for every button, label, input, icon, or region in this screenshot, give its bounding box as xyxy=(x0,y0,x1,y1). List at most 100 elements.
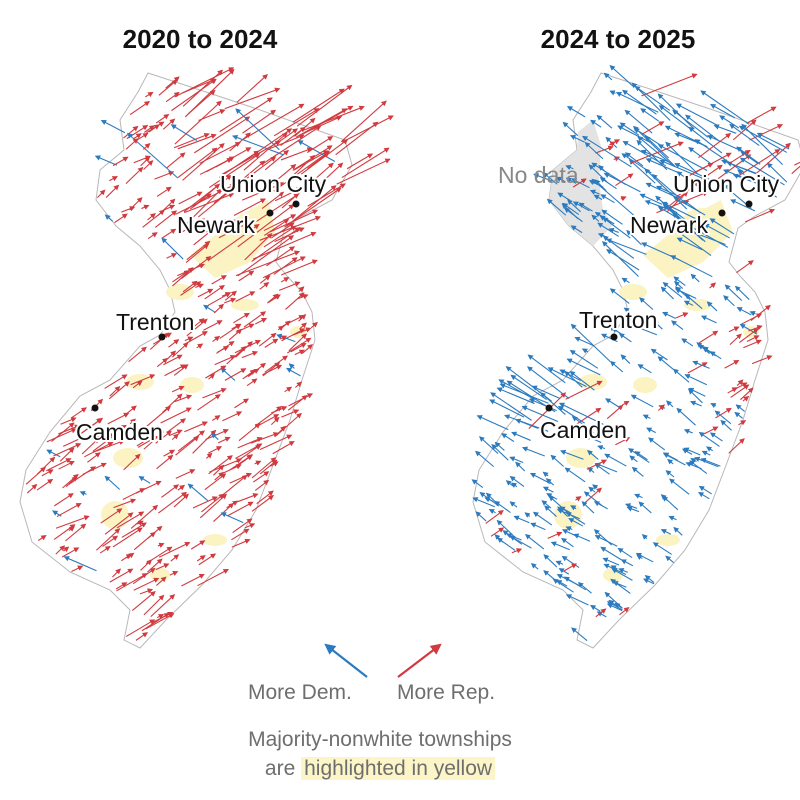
dem-shift-arrow xyxy=(706,301,718,312)
rep-shift-arrow xyxy=(740,387,754,401)
rep-shift-arrow xyxy=(156,186,172,197)
rep-shift-arrow xyxy=(163,354,183,366)
dem-shift-arrow xyxy=(662,453,686,466)
dem-shift-arrow xyxy=(703,223,730,239)
dem-shift-arrow xyxy=(560,449,584,460)
dem-shift-arrow xyxy=(581,135,632,168)
rep-shift-arrow xyxy=(195,283,204,289)
rep-shift-arrow xyxy=(748,325,763,332)
rep-shift-arrow xyxy=(55,515,90,529)
dem-shift-arrow xyxy=(556,574,581,587)
rep-shift-arrow xyxy=(207,292,231,306)
rep-shift-arrow xyxy=(284,386,293,393)
dem-shift-arrow xyxy=(472,497,495,508)
rep-shift-arrow xyxy=(615,437,631,446)
rep-shift-arrow xyxy=(155,576,167,586)
dem-shift-arrow xyxy=(652,542,672,555)
rep-shift-arrow xyxy=(165,76,180,89)
dem-shift-arrow xyxy=(617,547,633,559)
dem-shift-arrow xyxy=(573,533,591,542)
rep-shift-arrow xyxy=(212,415,221,421)
dem-shift-arrow xyxy=(530,562,539,570)
rep-shift-arrow xyxy=(87,452,101,463)
dem-shift-arrow xyxy=(688,126,723,154)
rep-shift-arrow xyxy=(125,166,144,184)
dem-shift-arrow xyxy=(589,189,600,195)
dem-shift-arrow xyxy=(698,431,720,447)
rep-shift-arrow xyxy=(196,555,206,562)
dem-shift-arrow xyxy=(645,182,678,199)
rep-shift-arrow xyxy=(229,132,251,152)
dem-shift-arrow xyxy=(593,501,608,510)
dem-shift-arrow xyxy=(641,534,648,540)
rep-shift-arrow xyxy=(224,87,281,110)
dem-shift-arrow xyxy=(565,526,573,532)
rep-shift-arrow xyxy=(243,132,288,171)
rep-shift-arrow xyxy=(335,121,379,156)
rep-shift-arrow xyxy=(131,591,156,611)
rep-shift-arrow xyxy=(316,162,344,188)
rep-shift-arrow xyxy=(130,504,159,529)
rep-shift-arrow xyxy=(181,573,205,587)
rep-shift-arrow xyxy=(108,381,130,400)
rep-shift-arrow xyxy=(292,145,333,171)
dem-shift-arrow xyxy=(644,135,670,159)
dem-shift-arrow xyxy=(566,106,586,118)
rep-shift-arrow xyxy=(109,385,121,397)
rep-shift-arrow xyxy=(252,471,270,483)
rep-shift-arrow xyxy=(613,156,621,162)
rep-shift-arrow xyxy=(306,136,334,153)
dem-shift-arrow xyxy=(621,277,630,284)
dem-shift-arrow xyxy=(496,387,535,405)
panel-title: 2020 to 2024 xyxy=(123,24,278,54)
rep-shift-arrow xyxy=(263,225,297,248)
rep-shift-arrow xyxy=(105,184,120,198)
rep-shift-arrow xyxy=(736,260,754,274)
dem-shift-arrow xyxy=(498,379,535,400)
rep-shift-arrow xyxy=(143,594,165,616)
dem-shift-arrow xyxy=(736,307,752,316)
yellow-area xyxy=(603,568,623,582)
dem-shift-arrow xyxy=(502,530,523,545)
legend-note-line2: are highlighted in yellow xyxy=(0,757,760,781)
rep-shift-arrow xyxy=(241,350,259,359)
rep-shift-arrow xyxy=(158,542,191,558)
rep-shift-arrow xyxy=(126,405,137,414)
dem-shift-arrow xyxy=(615,92,659,113)
rep-shift-arrow xyxy=(621,400,630,406)
city-label-newark: Newark xyxy=(630,212,708,238)
rep-shift-arrow xyxy=(739,328,759,344)
rep-shift-arrow xyxy=(139,588,154,595)
dem-shift-arrow xyxy=(626,506,640,513)
rep-shift-arrow xyxy=(129,418,136,425)
rep-shift-arrow xyxy=(125,138,139,150)
rep-shift-arrow xyxy=(246,378,258,387)
rep-shift-arrow xyxy=(698,133,732,159)
rep-shift-arrow xyxy=(264,218,290,236)
dem-shift-arrow xyxy=(640,149,669,163)
dem-shift-arrow xyxy=(611,568,633,581)
rep-shift-arrow xyxy=(92,433,117,452)
dem-shift-arrow xyxy=(720,419,732,431)
dem-shift-arrow xyxy=(673,526,683,536)
dem-shift-arrow xyxy=(550,541,570,551)
rep-shift-arrow xyxy=(209,458,243,473)
city-dot xyxy=(545,404,553,412)
rep-shift-arrow xyxy=(169,570,179,576)
rep-shift-arrow xyxy=(669,180,701,206)
rep-shift-arrow xyxy=(235,250,301,277)
dem-shift-arrow xyxy=(605,398,620,408)
rep-shift-arrow xyxy=(201,493,225,513)
rep-shift-arrow xyxy=(208,373,215,380)
rep-shift-arrow xyxy=(728,326,740,333)
dem-shift-arrow xyxy=(593,194,603,200)
dem-shift-arrow xyxy=(690,273,700,283)
dem-shift-arrow xyxy=(52,510,62,517)
dem-shift-arrow xyxy=(618,333,632,343)
rep-shift-arrow xyxy=(253,231,317,260)
rep-shift-arrow xyxy=(185,243,210,263)
dem-shift-arrow xyxy=(527,354,566,384)
rep-shift-arrow xyxy=(251,494,275,512)
rep-shift-arrow xyxy=(166,253,178,259)
dem-shift-arrow xyxy=(494,534,504,543)
